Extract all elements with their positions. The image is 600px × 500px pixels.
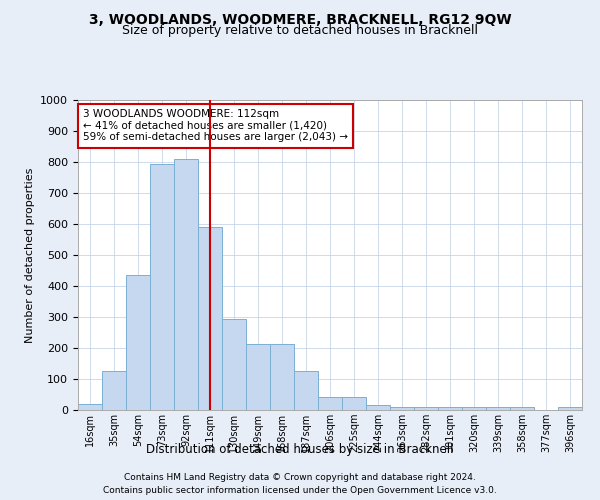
Bar xyxy=(270,344,294,410)
Text: 3, WOODLANDS, WOODMERE, BRACKNELL, RG12 9QW: 3, WOODLANDS, WOODMERE, BRACKNELL, RG12 … xyxy=(89,12,511,26)
Bar xyxy=(414,407,438,410)
Bar xyxy=(78,404,102,410)
Bar xyxy=(102,371,126,410)
Bar xyxy=(150,164,174,410)
Text: Contains HM Land Registry data © Crown copyright and database right 2024.: Contains HM Land Registry data © Crown c… xyxy=(124,472,476,482)
Bar xyxy=(438,407,462,410)
Bar xyxy=(294,371,318,410)
Text: Distribution of detached houses by size in Bracknell: Distribution of detached houses by size … xyxy=(146,442,454,456)
Bar xyxy=(390,407,414,410)
Y-axis label: Number of detached properties: Number of detached properties xyxy=(25,168,35,342)
Bar xyxy=(198,227,222,410)
Text: Contains public sector information licensed under the Open Government Licence v3: Contains public sector information licen… xyxy=(103,486,497,495)
Bar xyxy=(366,406,390,410)
Text: Size of property relative to detached houses in Bracknell: Size of property relative to detached ho… xyxy=(122,24,478,37)
Bar xyxy=(318,397,342,410)
Bar xyxy=(174,159,198,410)
Bar xyxy=(222,318,246,410)
Bar xyxy=(462,407,486,410)
Bar xyxy=(126,275,150,410)
Bar xyxy=(342,397,366,410)
Bar xyxy=(558,407,582,410)
Bar xyxy=(486,407,510,410)
Bar xyxy=(510,407,534,410)
Bar xyxy=(246,344,270,410)
Text: 3 WOODLANDS WOODMERE: 112sqm
← 41% of detached houses are smaller (1,420)
59% of: 3 WOODLANDS WOODMERE: 112sqm ← 41% of de… xyxy=(83,110,348,142)
